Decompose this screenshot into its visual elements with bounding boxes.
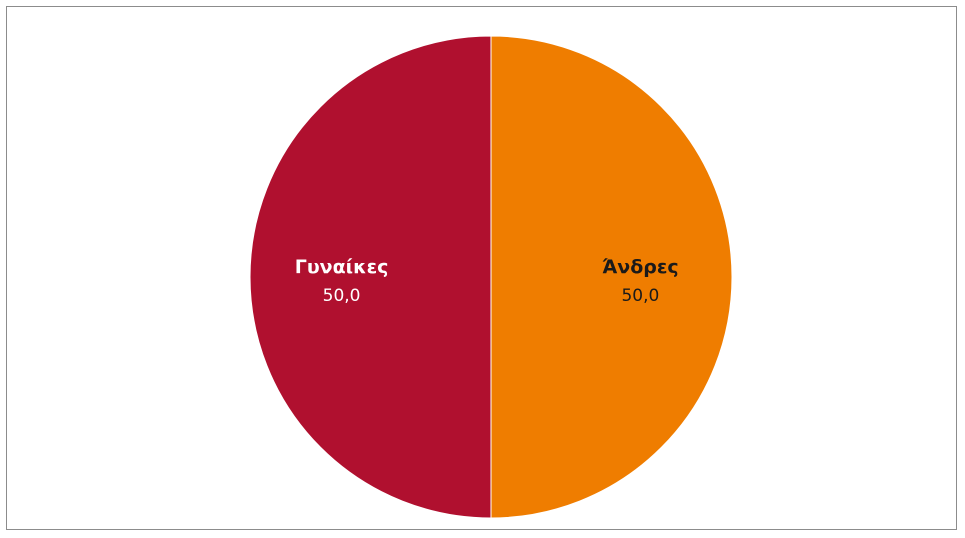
pie-slice-value-0: 50,0 [621, 286, 659, 306]
pie-slice-label-1: Γυναίκες [295, 256, 389, 278]
pie-slice-label-0: Άνδρες [602, 256, 679, 278]
pie-slice-value-1: 50,0 [323, 286, 361, 306]
